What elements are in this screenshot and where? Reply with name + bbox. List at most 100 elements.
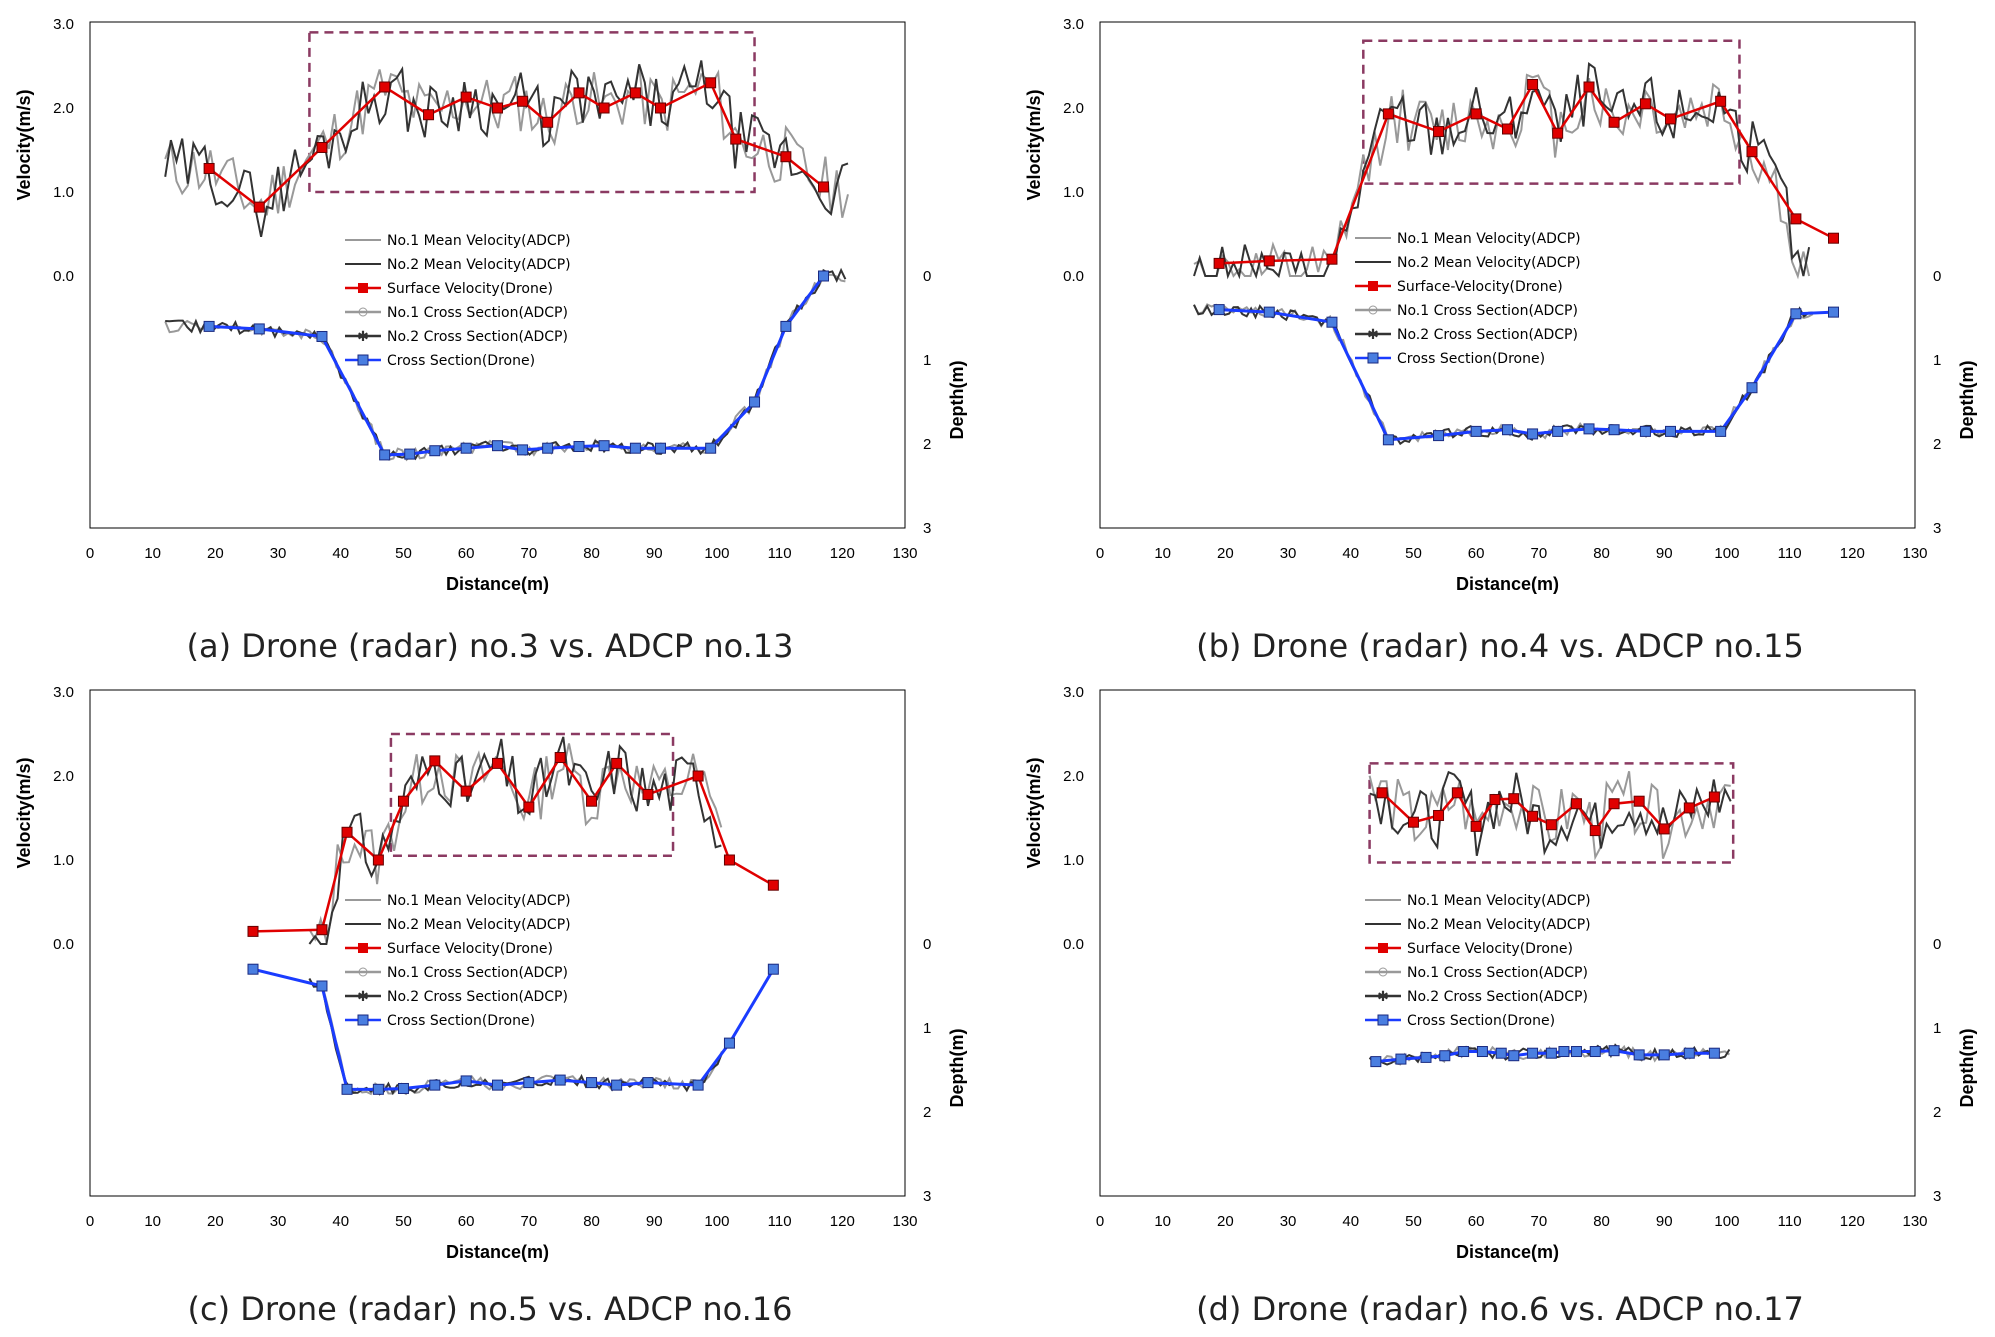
cross-section-point <box>1527 428 1539 440</box>
surface-velocity-point <box>1263 255 1275 267</box>
legend-label: No.2 Mean Velocity(ADCP) <box>1397 255 1581 271</box>
highlight-box <box>308 31 756 194</box>
adcp-velocity-line-1 <box>1368 771 1731 861</box>
legend-swatch-marker <box>358 943 368 953</box>
surface-velocity-point <box>554 752 566 764</box>
legend-label: Surface-Velocity(Drone) <box>1397 279 1563 295</box>
y-left-tick-label: 3.0 <box>53 16 74 33</box>
y-right-tick-label: 0 <box>1933 268 1941 285</box>
y-left-tick-label: 2.0 <box>1063 768 1084 785</box>
x-tick-label: 0 <box>86 1213 94 1230</box>
y-left-tick-label: 0.0 <box>53 268 74 285</box>
cross-section-point <box>573 441 585 453</box>
adcp-depth-line-1 <box>1193 303 1814 443</box>
cross-section-point <box>1458 1046 1470 1058</box>
surface-velocity-point <box>1433 126 1445 138</box>
chart-c-svg: 0 10 20 30 40 50 60 70 80 90 100 110 120 1300.01.02.0… <box>14 684 967 1262</box>
surface-velocity-point <box>1433 809 1445 821</box>
legend-label: No.1 Cross Section(ADCP) <box>1397 303 1578 319</box>
surface-velocity-point <box>247 925 259 937</box>
surface-velocity-point <box>492 102 503 114</box>
surface-velocity-point <box>1708 791 1720 803</box>
x-tick-label: 50 <box>1405 1213 1422 1230</box>
x-tick-label: 10 <box>144 1213 161 1230</box>
x-tick-label: 60 <box>458 545 475 562</box>
cross-section-point <box>1433 430 1445 442</box>
chart-a-svg: 0 10 20 30 40 50 60 70 80 90 100 110 120 1300.01.02.0… <box>14 16 967 594</box>
surface-velocity-point <box>1376 787 1388 799</box>
cross-section-point <box>341 1083 353 1095</box>
y-left-tick-label: 3.0 <box>1063 684 1084 701</box>
legend-label: No.1 Mean Velocity(ADCP) <box>1407 893 1591 909</box>
cross-section-point <box>1495 1047 1507 1059</box>
cross-section-point <box>1589 1046 1601 1058</box>
legend-swatch-marker: ✱ <box>1367 326 1379 342</box>
x-tick-label: 70 <box>1531 545 1548 562</box>
cross-section-point <box>253 323 265 335</box>
surface-velocity-point <box>397 795 409 807</box>
y-left-tick-label: 1.0 <box>53 852 74 869</box>
x-tick-label: 110 <box>768 545 792 562</box>
y-right-tick-label: 0 <box>923 936 931 953</box>
y-right-tick-label: 0 <box>1933 936 1941 953</box>
surface-velocity-point <box>1326 253 1338 265</box>
plot-frame <box>89 21 906 529</box>
y-right-tick-label: 3 <box>923 520 931 537</box>
cross-section-point <box>460 442 472 454</box>
cross-section-point <box>203 320 215 332</box>
x-tick-label: 40 <box>1342 545 1359 562</box>
cross-section-point <box>1708 1047 1720 1059</box>
surface-velocity-point <box>767 879 779 891</box>
surface-velocity-point <box>1527 810 1539 822</box>
x-tick-label: 130 <box>1902 545 1927 562</box>
cross-section-point <box>1583 423 1595 435</box>
y-right-axis-label: Depth(m) <box>1957 361 1977 440</box>
cross-section-point <box>692 1079 704 1091</box>
legend-label: No.2 Mean Velocity(ADCP) <box>1407 917 1591 933</box>
cross-section-point <box>1545 1047 1557 1059</box>
cross-section-point <box>1370 1056 1382 1068</box>
legend-swatch-marker <box>1367 352 1379 364</box>
x-tick-label: 30 <box>270 545 287 562</box>
x-tick-label: 30 <box>1280 1213 1297 1230</box>
legend-label: Surface Velocity(Drone) <box>1407 941 1573 957</box>
y-right-tick-label: 2 <box>923 436 931 453</box>
cross-section-point <box>460 1075 472 1087</box>
legend-label: Surface Velocity(Drone) <box>387 941 553 957</box>
cross-section-point <box>611 1079 623 1091</box>
cross-section-point <box>1828 306 1839 318</box>
cross-section-point <box>1552 425 1564 437</box>
cross-section-point <box>1639 425 1651 437</box>
cross-section-point <box>1213 304 1225 316</box>
cross-section-point <box>247 963 259 975</box>
x-tick-label: 80 <box>1593 1213 1610 1230</box>
caption-b: (b) Drone (radar) no.4 vs. ADCP no.15 <box>1196 627 1804 665</box>
surface-velocity-point <box>316 924 328 936</box>
cross-section-point <box>1658 1049 1670 1061</box>
x-tick-label: 50 <box>1405 545 1422 562</box>
surface-velocity-point <box>1470 108 1482 120</box>
y-left-axis-label: Velocity(m/s) <box>14 89 34 200</box>
surface-velocity-point <box>523 801 535 813</box>
surface-velocity-point <box>1608 116 1620 128</box>
cross-section-point <box>1558 1046 1570 1058</box>
chart-panel-d: 0 10 20 30 40 50 60 70 80 90 100 110 120 130 0.0 1.0 2.0… <box>1010 668 1990 1328</box>
surface-velocity-point <box>460 91 472 103</box>
x-tick-label: 50 <box>395 545 412 562</box>
x-tick-label: 130 <box>892 1213 917 1230</box>
x-tick-label: 130 <box>1902 1213 1927 1230</box>
surface-velocity-point <box>1527 78 1539 90</box>
legend-label: No.1 Mean Velocity(ADCP) <box>387 893 571 909</box>
legend-label: No.2 Cross Section(ADCP) <box>387 989 568 1005</box>
x-tick-label: 100 <box>1714 545 1739 562</box>
x-tick-label: 70 <box>521 545 538 562</box>
surface-velocity-point <box>1570 798 1582 810</box>
cross-section-point <box>316 330 328 342</box>
surface-velocity-point <box>316 141 328 153</box>
legend-label: Cross Section(Drone) <box>387 353 535 369</box>
surface-velocity-point <box>1508 793 1520 805</box>
surface-velocity-point <box>1382 108 1394 120</box>
cross-section-point <box>1633 1049 1645 1061</box>
x-tick-label: 60 <box>1468 1213 1485 1230</box>
legend-label: Surface Velocity(Drone) <box>387 281 553 297</box>
